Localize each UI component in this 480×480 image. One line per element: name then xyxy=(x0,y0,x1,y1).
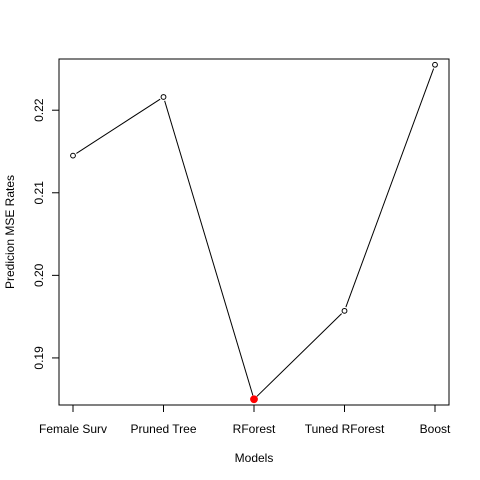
y-axis: 0.19 0.20 0.21 0.22 xyxy=(32,98,60,370)
y-tick-label: 0.20 xyxy=(32,263,46,287)
y-tick-label: 0.19 xyxy=(32,346,46,370)
highlight-point xyxy=(250,395,258,404)
plot-frame xyxy=(58,58,450,406)
y-tick-label: 0.21 xyxy=(32,181,46,205)
x-tick-label: Boost xyxy=(420,422,451,436)
series-segment xyxy=(256,313,342,397)
x-tick-label: RForest xyxy=(233,422,276,436)
y-tick-label: 0.22 xyxy=(32,98,46,122)
x-tick-label: Tuned RForest xyxy=(305,422,385,436)
data-point xyxy=(70,152,76,159)
data-point xyxy=(432,61,438,68)
x-tick-label: Female Surv xyxy=(39,422,107,436)
data-point xyxy=(160,94,167,100)
x-tick-label: Pruned Tree xyxy=(130,422,196,436)
series-segment xyxy=(164,100,254,396)
y-axis-title: Predicion MSE Rates xyxy=(3,175,17,289)
series-segment xyxy=(345,68,435,308)
series-mse xyxy=(70,61,438,404)
series-segment xyxy=(76,98,161,154)
data-point xyxy=(341,307,348,314)
x-axis-title: Models xyxy=(235,451,274,465)
x-axis: Female Surv Pruned Tree RForest Tuned RFore… xyxy=(39,404,451,436)
